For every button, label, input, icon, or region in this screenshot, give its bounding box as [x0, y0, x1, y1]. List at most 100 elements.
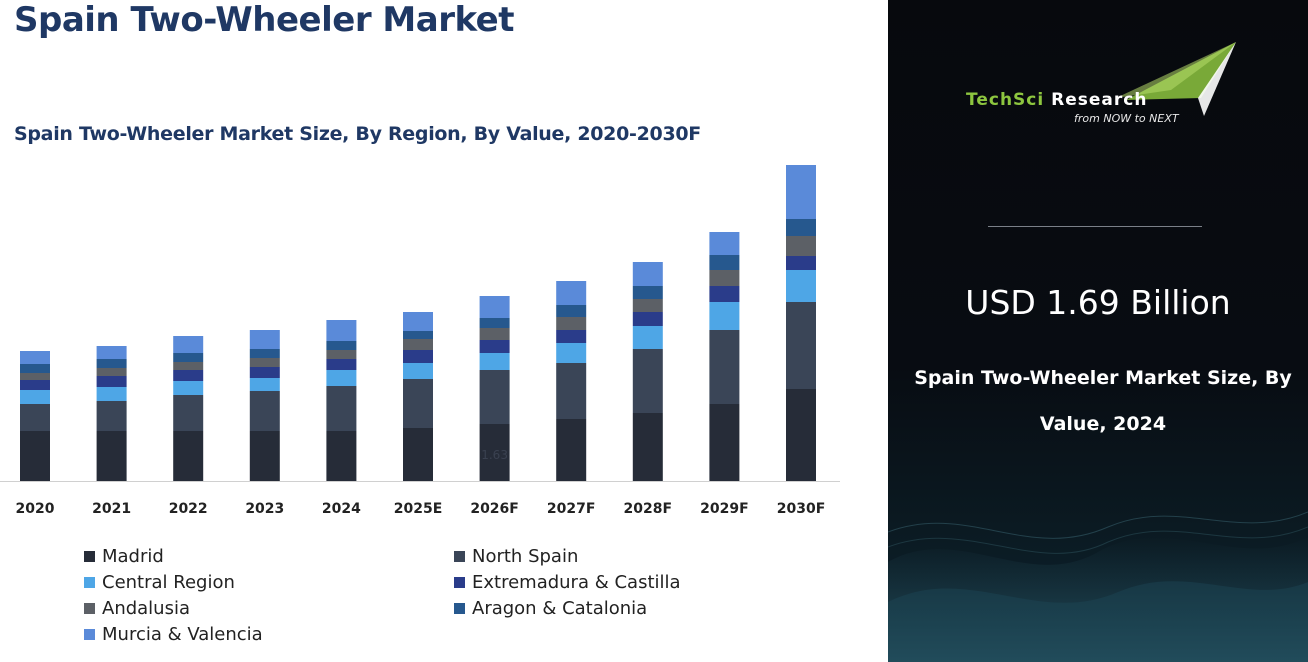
bar-segment	[403, 350, 433, 363]
legend-item: Aragon & Catalonia	[454, 598, 647, 619]
legend-label: Murcia & Valencia	[102, 624, 263, 645]
stacked-bar-chart: 2020 2021 2022 2023 2024 2025E 2026F 2027F 2028F…	[0, 165, 840, 517]
bar-segment	[403, 379, 433, 428]
bar-segment	[173, 353, 204, 362]
bar-segment	[20, 380, 50, 390]
bar-segment	[326, 341, 357, 350]
bar-segment	[96, 346, 127, 359]
legend-item: Madrid	[84, 546, 164, 567]
bar-segment	[709, 270, 740, 286]
bar-segment	[632, 413, 663, 481]
bar-segment	[479, 340, 510, 353]
bar-segment	[173, 336, 204, 353]
bar-segment	[326, 359, 357, 370]
legend-item: Central Region	[84, 572, 235, 593]
bar-segment	[556, 343, 587, 363]
bar-segment	[173, 370, 204, 381]
bar-segment	[326, 370, 357, 386]
bar-segment	[632, 286, 663, 299]
legend-swatch	[84, 629, 95, 640]
bar-segment	[96, 368, 127, 376]
x-tick-label: 2026F	[470, 501, 519, 517]
logo-wordmark: TechSci Research	[966, 90, 1148, 110]
bar-segment	[403, 339, 433, 350]
legend-swatch	[84, 551, 95, 562]
summary-panel: TechSci Research from NOW to NEXT USD 1.…	[888, 0, 1308, 662]
x-tick-label: 2020	[16, 501, 55, 517]
bar-segment	[786, 270, 816, 302]
bar-segment	[786, 165, 816, 219]
bar-segment	[96, 359, 127, 368]
bar-segment	[479, 424, 510, 481]
bar-segment	[709, 286, 740, 302]
bar-segment	[249, 358, 280, 367]
x-tick-label: 2024	[322, 501, 361, 517]
bar-segment	[173, 381, 204, 395]
bar-segment	[249, 391, 280, 431]
bar-segment	[249, 330, 280, 349]
bar-segment	[709, 330, 740, 404]
legend-item: Andalusia	[84, 598, 190, 619]
bar-segment	[403, 363, 433, 379]
legend-label: Aragon & Catalonia	[472, 598, 648, 619]
market-value: USD 1.69 Billion	[965, 283, 1231, 322]
bar-segment	[632, 312, 663, 326]
x-tick-label: 2025E	[394, 501, 443, 517]
x-tick-label: 2027F	[547, 501, 596, 517]
x-tick-label: 2028F	[624, 501, 673, 517]
legend-item: Extremadura & Castilla	[454, 572, 681, 593]
bar-segment	[20, 404, 50, 431]
bar-segment	[709, 232, 740, 255]
bar-segment	[20, 364, 50, 373]
bar-segment	[479, 318, 510, 328]
bar-segment	[556, 317, 587, 330]
legend-label: Madrid	[102, 546, 164, 567]
bar-segment	[249, 431, 280, 481]
bar-segment	[173, 431, 204, 481]
x-tick-label: 2023	[245, 501, 284, 517]
x-tick-label: 2021	[92, 501, 131, 517]
bar-segment	[96, 376, 127, 387]
bar-segment	[173, 362, 204, 370]
x-tick-label: 2022	[169, 501, 208, 517]
divider	[988, 226, 1202, 227]
bar-segment	[786, 302, 816, 389]
bar-segment	[326, 350, 357, 359]
legend-label: Extremadura & Castilla	[472, 572, 681, 593]
bar-segment	[20, 390, 50, 404]
bar-segment	[479, 370, 510, 424]
bar-segment	[556, 305, 587, 317]
bar-segment	[173, 395, 204, 431]
bar-segment	[632, 299, 663, 312]
bar-segment	[326, 386, 357, 431]
legend-label: Central Region	[102, 572, 235, 593]
bar-segment	[249, 349, 280, 358]
bar-segment	[20, 373, 50, 380]
bar-segment	[326, 320, 357, 341]
logo-tagline: from NOW to NEXT	[1074, 112, 1179, 125]
bar-segment	[479, 296, 510, 318]
bar-segment	[632, 326, 663, 349]
bar-segment	[786, 236, 816, 256]
bar-segment	[786, 219, 816, 236]
x-tick-label: 2030F	[777, 501, 826, 517]
legend-swatch	[84, 603, 95, 614]
legend-swatch	[84, 577, 95, 588]
bar-segment	[556, 363, 587, 419]
bar-segment	[249, 367, 280, 378]
bar-segment	[556, 330, 587, 343]
bar-segment	[326, 431, 357, 481]
bar-segment	[709, 302, 740, 330]
bar-segment	[709, 404, 740, 481]
bar-segment	[96, 431, 127, 481]
bar-segment	[709, 255, 740, 270]
bar-segment	[249, 378, 280, 391]
legend-swatch	[454, 551, 465, 562]
bar-segment	[479, 328, 510, 340]
bar-segment	[96, 387, 127, 401]
bar-segment	[786, 256, 816, 270]
legend-swatch	[454, 577, 465, 588]
data-label: 1.63	[481, 448, 508, 462]
page-title: Spain Two-Wheeler Market	[14, 0, 514, 40]
techsci-logo: TechSci Research from NOW to NEXT	[966, 40, 1246, 140]
